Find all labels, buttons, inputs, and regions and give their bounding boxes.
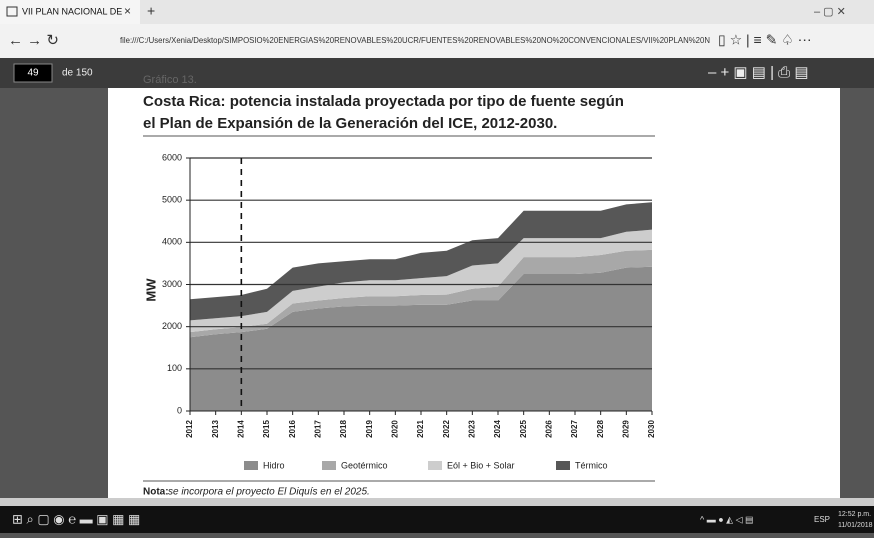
y-tick-label: 100 bbox=[167, 363, 182, 373]
legend-label: Hidro bbox=[263, 460, 285, 470]
x-tick-label: 2018 bbox=[339, 420, 348, 438]
address-url[interactable]: file:///C:/Users/Xenia/Desktop/SIMPOSIO%… bbox=[120, 36, 710, 45]
page-input[interactable] bbox=[13, 63, 53, 83]
browser-tools[interactable]: ▯ ☆ | ≡ ✎ ♤ ⋯ bbox=[718, 32, 812, 48]
x-tick-label: 2022 bbox=[442, 420, 451, 438]
y-axis-label: MW bbox=[143, 278, 158, 302]
x-tick-label: 2025 bbox=[519, 420, 528, 438]
x-tick-label: 2028 bbox=[596, 420, 605, 438]
pdf-toolbar bbox=[0, 58, 874, 88]
new-tab[interactable]: + bbox=[147, 3, 155, 19]
x-tick-label: 2013 bbox=[211, 420, 220, 438]
area bbox=[190, 249, 652, 338]
tab-bar bbox=[0, 0, 874, 24]
y-tick-label: 0 bbox=[177, 405, 182, 415]
x-tick-label: 2030 bbox=[647, 420, 656, 438]
y-tick-label: 4000 bbox=[162, 237, 182, 247]
note-label: Nota: bbox=[143, 487, 169, 498]
y-tick-label: 3000 bbox=[162, 279, 182, 289]
x-tick-label: 2024 bbox=[493, 420, 502, 438]
x-tick-label: 2015 bbox=[262, 420, 271, 438]
legend-swatch bbox=[322, 461, 336, 470]
legend-label: Eól + Bio + Solar bbox=[447, 460, 515, 470]
tab-title: VII PLAN NACIONAL DE bbox=[22, 6, 122, 16]
chart-title: Costa Rica: potencia instalada proyectad… bbox=[143, 93, 624, 110]
x-tick-label: 2029 bbox=[621, 420, 630, 438]
chart-title: el Plan de Expansión de la Generación de… bbox=[143, 115, 557, 132]
x-tick-label: 2027 bbox=[570, 420, 579, 438]
tray-time: 12:52 p.m. bbox=[838, 511, 871, 518]
legend-label: Térmico bbox=[575, 460, 608, 470]
nav-buttons[interactable]: ← → ↻ bbox=[8, 32, 59, 49]
y-tick-label: 2000 bbox=[162, 321, 182, 331]
legend-swatch bbox=[556, 461, 570, 470]
note-text: se incorpora el proyecto El Diquís en el… bbox=[168, 487, 370, 498]
taskbar-icons[interactable]: ⊞ ⌕ ▢ ◉ ℮ ▬ ▣ ▦ ▦ bbox=[12, 511, 140, 526]
address-bar bbox=[0, 24, 874, 58]
x-tick-label: 2026 bbox=[544, 420, 553, 438]
area bbox=[190, 266, 652, 411]
x-tick-label: 2012 bbox=[185, 420, 194, 438]
tray-date: 11/01/2018 bbox=[838, 522, 873, 529]
tab-close[interactable]: × bbox=[124, 4, 131, 18]
y-tick-label: 5000 bbox=[162, 195, 182, 205]
x-tick-label: 2017 bbox=[313, 420, 322, 438]
taskbar bbox=[0, 506, 874, 533]
x-tick-label: 2019 bbox=[365, 420, 374, 438]
x-tick-label: 2021 bbox=[416, 420, 425, 438]
legend-swatch bbox=[428, 461, 442, 470]
x-tick-label: 2020 bbox=[390, 420, 399, 438]
pdf-tools[interactable]: – + ▣ ▤ | ⎙ ▤ bbox=[708, 64, 809, 81]
figure-label: Gráfico 13. bbox=[143, 74, 197, 86]
scrollbar[interactable] bbox=[0, 498, 874, 506]
x-tick-label: 2016 bbox=[288, 420, 297, 438]
legend-swatch bbox=[244, 461, 258, 470]
page-number: 49 bbox=[27, 68, 39, 79]
tray-icons[interactable]: ^ ▬ ● ◭ ◁ ▤ bbox=[700, 514, 754, 524]
page-total: de 150 bbox=[62, 68, 93, 79]
x-tick-label: 2014 bbox=[236, 420, 245, 438]
tab[interactable] bbox=[0, 0, 140, 24]
window-controls[interactable]: – ▢ ✕ bbox=[814, 6, 846, 18]
tray-language: ESP bbox=[814, 515, 830, 524]
x-tick-label: 2023 bbox=[467, 420, 476, 438]
y-tick-label: 6000 bbox=[162, 152, 182, 162]
legend-label: Geotérmico bbox=[341, 460, 388, 470]
area bbox=[190, 229, 652, 333]
area bbox=[190, 202, 652, 321]
tab-icon bbox=[6, 6, 18, 17]
